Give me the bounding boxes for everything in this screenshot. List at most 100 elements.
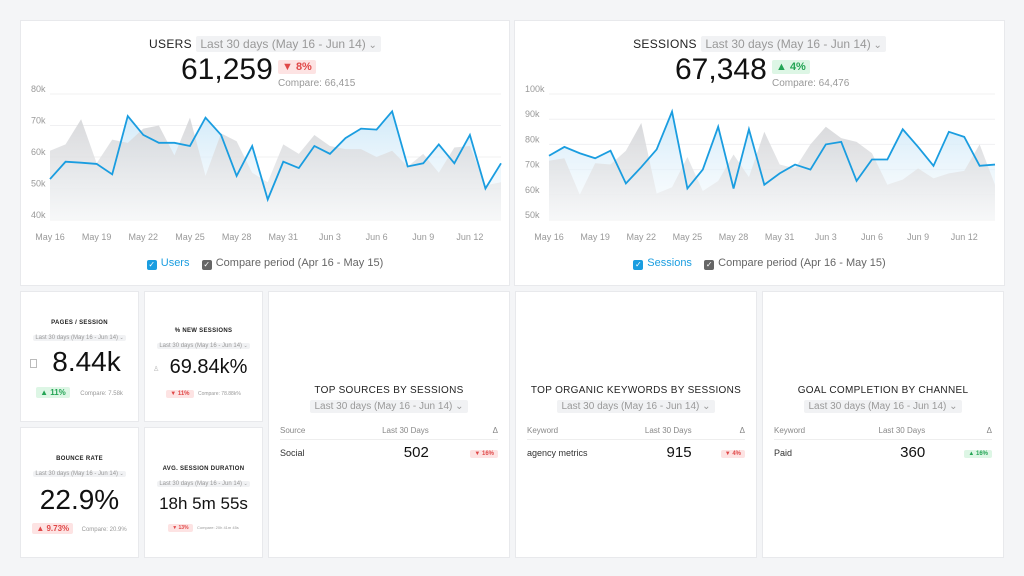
checkbox-checked-icon[interactable]: ✓ [146, 260, 157, 270]
date-range-dropdown[interactable]: Last 30 days (May 16 - Jun 14) [310, 400, 468, 413]
delta-badge: ▼ 4% [720, 449, 745, 458]
data-table: Keyword Last 30 Days Δ agency metrics 91… [527, 422, 745, 465]
legend-compare[interactable]: ✓ Compare period (Apr 16 - May 15) [704, 257, 886, 270]
column-header: Δ [492, 426, 498, 435]
delta-badge: ▼ 16% [470, 449, 498, 458]
checkbox-checked-icon[interactable]: ✓ [633, 260, 644, 270]
column-header: Keyword [527, 426, 559, 435]
widget-title: TOP ORGANIC KEYWORDS BY SESSIONS [530, 385, 742, 396]
document-icon [30, 359, 37, 368]
widget-title: USERS [149, 37, 192, 51]
column-header: Last 30 Days [644, 426, 692, 435]
date-range-dropdown[interactable]: Last 30 days (May 16 - Jun 14) [557, 400, 715, 413]
x-tick-label: May 28 [222, 232, 252, 242]
delta-badge: ▲ 16% [964, 449, 992, 458]
date-range-dropdown[interactable]: Last 30 days (May 16 - Jun 14) [33, 335, 126, 341]
x-tick-label: Jun 3 [815, 232, 837, 242]
kpi-value: 18h 5m 55s [159, 494, 248, 513]
column-header: Keyword [774, 426, 806, 435]
y-tick-label: 70k [525, 160, 540, 170]
delta-badge: ▲ 9.73% [32, 523, 74, 534]
x-tick-label: May 31 [269, 232, 299, 242]
date-range-dropdown[interactable]: Last 30 days (May 16 - Jun 14) [157, 481, 250, 487]
legend-compare[interactable]: ✓ Compare period (Apr 16 - May 15) [201, 257, 384, 270]
x-tick-label: May 28 [719, 232, 749, 242]
data-table: Source Last 30 Days Δ Social 502 ▼ 16% [280, 422, 498, 465]
table-row: Social 502 ▼ 16% [280, 440, 498, 466]
kpi-value: 69.84k% [169, 356, 248, 378]
x-tick-label: May 31 [765, 232, 795, 242]
checkbox-checked-icon[interactable]: ✓ [704, 260, 715, 270]
x-tick-label: May 19 [580, 232, 610, 242]
metric-value: 67,348 [675, 53, 767, 86]
data-table: Keyword Last 30 Days Δ Paid 360 ▲ 16% [774, 422, 992, 465]
kpi-avg-session-duration: AVG. SESSION DURATION Last 30 days (May … [144, 427, 263, 558]
table-widget: GOAL COMPLETION BY CHANNEL Last 30 days … [762, 291, 1004, 558]
legend-users[interactable]: ✓ Users [146, 257, 190, 270]
main-series-line [49, 109, 502, 203]
y-tick-label: 40k [31, 210, 46, 220]
x-tick-label: May 22 [627, 232, 657, 242]
x-tick-label: Jun 3 [319, 232, 341, 242]
column-header: Source [280, 426, 306, 435]
compare-value: Compare: 20h 41m 45s [197, 525, 239, 530]
legend-sessions[interactable]: ✓ Sessions [633, 257, 692, 270]
y-tick-label: 90k [525, 109, 540, 119]
compare-value: Compare: 66,415 [278, 78, 356, 89]
date-range-dropdown[interactable]: Last 30 days (May 16 - Jun 14) [701, 36, 886, 52]
compare-value: Compare: 78.88k% [197, 391, 241, 397]
table-row: Paid 360 ▲ 16% [774, 440, 992, 466]
kpi-value: 22.9% [39, 484, 120, 515]
row-value: 915 [666, 444, 692, 461]
row-value: 360 [900, 444, 926, 461]
delta-badge: ▼ 11% [166, 390, 194, 398]
column-header: Last 30 Days [878, 426, 926, 435]
checkbox-checked-icon[interactable]: ✓ [201, 260, 212, 270]
kpi-title: % NEW SESSIONS [174, 328, 233, 334]
delta-badge: ▲ 11% [36, 387, 70, 398]
row-label: Social [280, 447, 305, 458]
sessions-chart: 50k 60k 70k 80k 90k 100k May 16 May 19 May 22 May… [525, 84, 996, 242]
x-tick-label: May 25 [175, 232, 205, 242]
metric-value: 61,259 [181, 53, 273, 86]
x-tick-label: Jun 12 [456, 232, 483, 242]
column-header: Δ [739, 426, 745, 435]
x-tick-label: May 16 [35, 232, 65, 242]
delta-badge: ▲ 4% [772, 60, 810, 74]
x-tick-label: May 19 [82, 232, 112, 242]
sessions-widget: SESSIONS Last 30 days (May 16 - Jun 14) … [514, 20, 1005, 286]
compare-series-area [50, 117, 501, 220]
x-tick-label: Jun 9 [907, 232, 929, 242]
compare-value: Compare: 20.9% [81, 527, 127, 533]
widget-title: GOAL COMPLETION BY CHANNEL [797, 385, 969, 396]
y-tick-label: 60k [31, 147, 46, 157]
users-chart: 40k 50k 60k 70k 80k May 16 May 19 May 22 May 25 M… [31, 84, 502, 242]
y-tick-label: 50k [525, 210, 540, 220]
kpi-pages-per-session: PAGES / SESSION Last 30 days (May 16 - J… [20, 291, 139, 422]
column-header: Δ [986, 426, 992, 435]
kpi-title: PAGES / SESSION [51, 320, 108, 326]
compare-value: Compare: 7.58k [80, 391, 123, 397]
x-tick-label: May 22 [129, 232, 159, 242]
user-icon: ♙ [153, 366, 160, 373]
x-tick-label: Jun 12 [951, 232, 978, 242]
compare-value: Compare: 64,476 [772, 78, 850, 89]
kpi-bounce-rate: BOUNCE RATE Last 30 days (May 16 - Jun 1… [20, 427, 139, 558]
date-range-dropdown[interactable]: Last 30 days (May 16 - Jun 14) [196, 36, 381, 52]
row-label: agency metrics [527, 447, 588, 458]
main-series-line [548, 108, 996, 191]
column-header: Last 30 Days [382, 426, 429, 435]
date-range-dropdown[interactable]: Last 30 days (May 16 - Jun 14) [157, 343, 250, 349]
y-tick-label: 60k [525, 185, 540, 195]
users-widget: USERS Last 30 days (May 16 - Jun 14) 61,… [20, 20, 510, 286]
table-widget: TOP ORGANIC KEYWORDS BY SESSIONS Last 30… [515, 291, 757, 558]
x-tick-label: May 25 [673, 232, 703, 242]
date-range-dropdown[interactable]: Last 30 days (May 16 - Jun 14) [33, 471, 126, 477]
delta-badge: ▼ 8% [278, 60, 316, 74]
y-tick-label: 50k [31, 179, 46, 189]
x-tick-label: Jun 9 [412, 232, 434, 242]
x-tick-label: Jun 6 [366, 232, 388, 242]
y-tick-label: 80k [525, 134, 540, 144]
date-range-dropdown[interactable]: Last 30 days (May 16 - Jun 14) [804, 400, 962, 413]
row-label: Paid [774, 447, 793, 458]
